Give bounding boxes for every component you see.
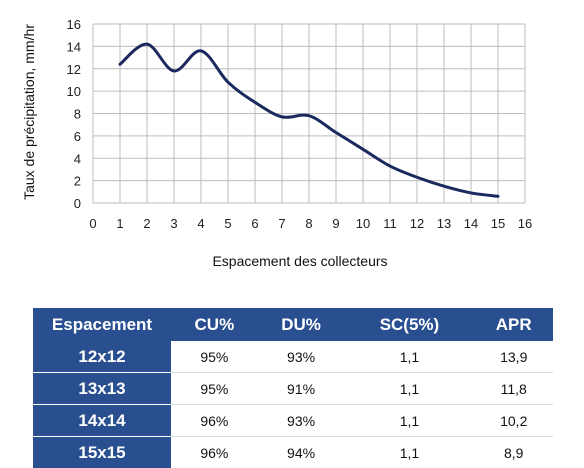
y-tick-label: 10 — [67, 84, 81, 99]
y-axis-title: Taux de précipitation, mm/hr — [21, 24, 37, 200]
y-tick-label: 8 — [74, 107, 81, 122]
x-tick-label: 10 — [356, 216, 370, 231]
table-cell: 95% — [171, 341, 258, 373]
x-tick-label: 16 — [518, 216, 532, 231]
table-cell: 8,9 — [474, 437, 553, 468]
table-cell: 10,2 — [474, 405, 553, 437]
table-cell: 11,8 — [474, 373, 553, 405]
y-tick-label: 14 — [67, 39, 81, 54]
table-header-row: Espacement CU% DU% SC(5%) APR — [33, 308, 553, 341]
table-cell: 91% — [258, 373, 345, 405]
table-row: 13x13 95% 91% 1,1 11,8 — [33, 373, 553, 405]
table-row: 15x15 96% 94% 1,1 8,9 — [33, 437, 553, 468]
row-label: 15x15 — [33, 437, 171, 468]
column-header: DU% — [258, 308, 345, 341]
table-cell: 1,1 — [344, 405, 474, 437]
x-tick-label: 6 — [251, 216, 258, 231]
row-label: 12x12 — [33, 341, 171, 373]
x-tick-label: 14 — [464, 216, 478, 231]
table-cell: 1,1 — [344, 373, 474, 405]
x-tick-label: 13 — [437, 216, 451, 231]
y-tick-label: 12 — [67, 62, 81, 77]
table-cell: 94% — [258, 437, 345, 468]
x-tick-label: 5 — [224, 216, 231, 231]
x-tick-label: 1 — [116, 216, 123, 231]
y-tick-label: 16 — [67, 17, 81, 32]
column-header: CU% — [171, 308, 258, 341]
x-tick-label: 4 — [197, 216, 204, 231]
table-cell: 96% — [171, 405, 258, 437]
x-tick-label: 8 — [305, 216, 312, 231]
x-tick-label: 9 — [332, 216, 339, 231]
y-tick-label: 4 — [74, 151, 81, 166]
table-cell: 95% — [171, 373, 258, 405]
row-label: 13x13 — [33, 373, 171, 405]
column-header: APR — [474, 308, 553, 341]
x-axis-title: Espacement des collecteurs — [212, 253, 387, 269]
table-cell: 13,9 — [474, 341, 553, 373]
table-row: 14x14 96% 93% 1,1 10,2 — [33, 405, 553, 437]
table-cell: 96% — [171, 437, 258, 468]
x-tick-label: 15 — [491, 216, 505, 231]
y-tick-label: 6 — [74, 129, 81, 144]
x-tick-label: 0 — [89, 216, 96, 231]
column-header: SC(5%) — [344, 308, 474, 341]
y-tick-label: 0 — [74, 196, 81, 211]
y-tick-label: 2 — [74, 174, 81, 189]
x-tick-label: 12 — [410, 216, 424, 231]
table-cell: 93% — [258, 405, 345, 437]
table-row: 12x12 95% 93% 1,1 13,9 — [33, 341, 553, 373]
x-tick-label: 2 — [143, 216, 150, 231]
table-cell: 1,1 — [344, 341, 474, 373]
row-label: 14x14 — [33, 405, 171, 437]
x-tick-label: 7 — [278, 216, 285, 231]
x-tick-label: 11 — [383, 216, 397, 231]
chart-grid — [93, 24, 525, 203]
table-cell: 1,1 — [344, 437, 474, 468]
column-header: Espacement — [33, 308, 171, 341]
table-cell: 93% — [258, 341, 345, 373]
stats-table: Espacement CU% DU% SC(5%) APR 12x12 95% … — [33, 308, 553, 468]
x-tick-label: 3 — [170, 216, 177, 231]
